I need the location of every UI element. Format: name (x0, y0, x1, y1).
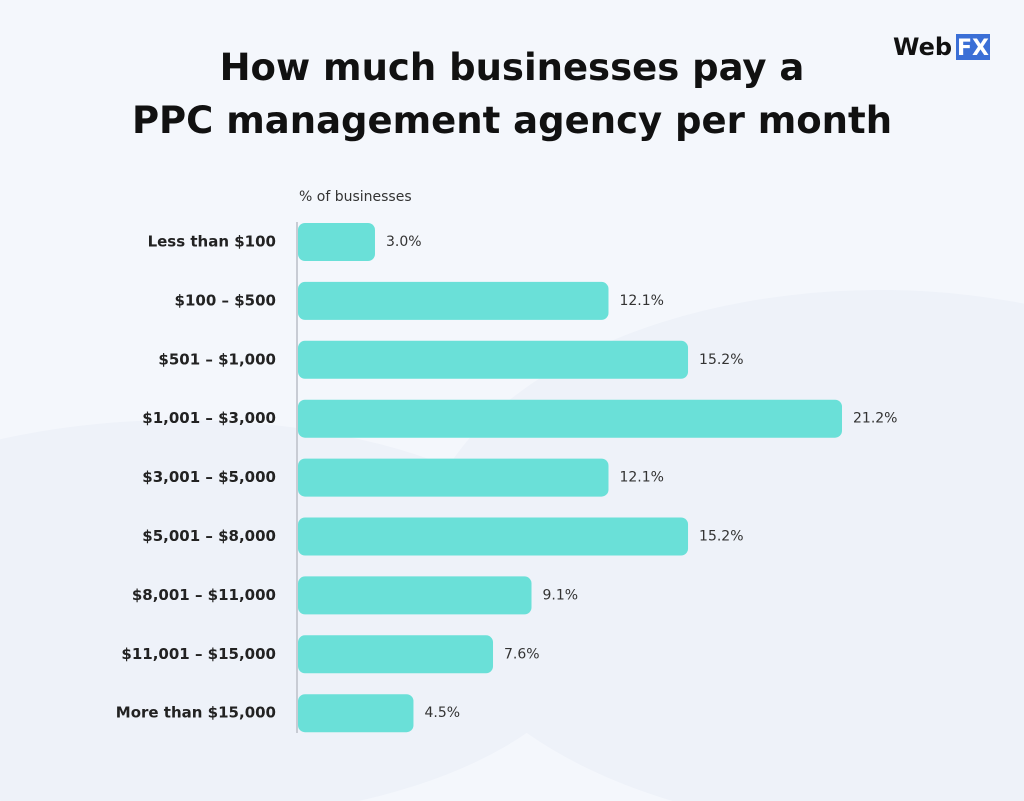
value-label: 12.1% (619, 470, 663, 486)
bar (298, 223, 375, 261)
category-label: $3,001 – $5,000 (142, 468, 276, 486)
value-label: 12.1% (619, 293, 663, 309)
value-label: 9.1% (543, 587, 579, 603)
bar (298, 281, 609, 320)
category-label: $100 – $500 (175, 291, 276, 309)
bar (298, 399, 842, 438)
category-label: $11,001 – $15,000 (121, 645, 276, 663)
value-label: 15.2% (699, 529, 743, 545)
value-label: 4.5% (424, 705, 460, 721)
category-label: $8,001 – $11,000 (132, 586, 276, 604)
logo-text: Web (893, 33, 952, 61)
bar (298, 340, 689, 379)
category-label: More than $15,000 (116, 704, 276, 722)
value-label: 21.2% (853, 411, 897, 427)
bar (298, 635, 494, 674)
chart-title: How much businesses pay a (220, 46, 805, 89)
category-label: Less than $100 (148, 233, 276, 251)
bar (298, 458, 609, 497)
category-label: $1,001 – $3,000 (142, 409, 276, 427)
category-label: $501 – $1,000 (158, 350, 276, 368)
logo-badge-bg (956, 34, 990, 60)
value-label: 3.0% (386, 234, 422, 250)
axis-title: % of businesses (299, 189, 412, 205)
bar (298, 694, 414, 733)
value-label: 7.6% (504, 646, 540, 662)
logo-badge: FX (957, 36, 989, 61)
bar (298, 576, 532, 615)
bar (298, 517, 689, 556)
value-label: 15.2% (699, 352, 743, 368)
category-label: $5,001 – $8,000 (142, 527, 276, 545)
chart-title: PPC management agency per month (132, 99, 892, 142)
